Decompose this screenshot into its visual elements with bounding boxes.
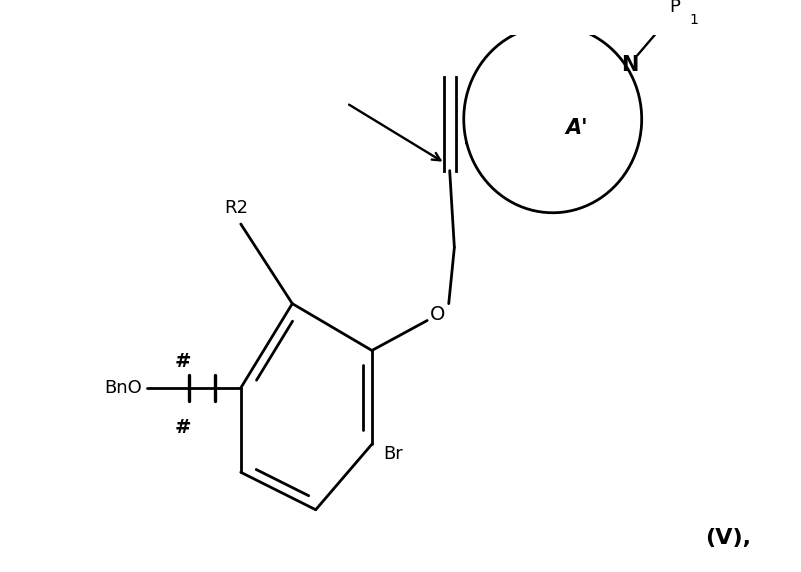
Text: O: O bbox=[430, 305, 445, 324]
Text: (V),: (V), bbox=[705, 528, 751, 548]
Text: BnO: BnO bbox=[105, 379, 143, 397]
Text: R2: R2 bbox=[224, 198, 248, 217]
Text: N: N bbox=[621, 55, 638, 75]
Text: #: # bbox=[175, 418, 191, 437]
Text: 1: 1 bbox=[690, 13, 698, 27]
Text: #: # bbox=[175, 352, 191, 371]
Text: P: P bbox=[669, 0, 680, 16]
Text: Br: Br bbox=[383, 444, 403, 463]
Text: A': A' bbox=[565, 118, 587, 138]
